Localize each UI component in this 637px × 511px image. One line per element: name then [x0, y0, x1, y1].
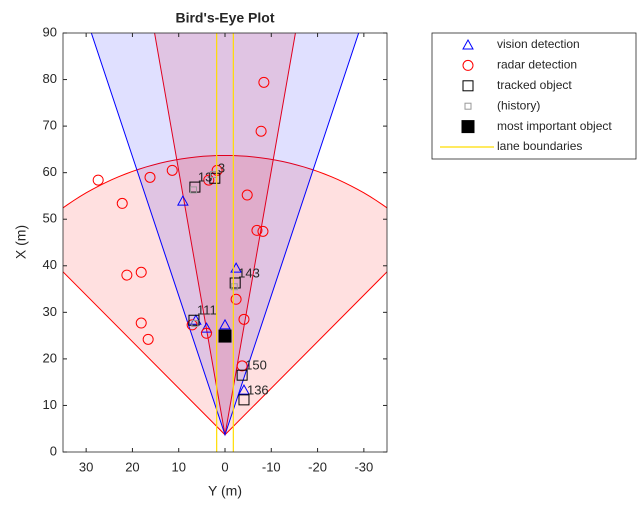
- legend-marker: [462, 80, 474, 92]
- y-tick-label: 70: [43, 118, 57, 133]
- track-marker: [236, 369, 248, 381]
- radar-marker: [200, 327, 212, 339]
- radar-marker: [203, 174, 215, 186]
- track-label: 150: [245, 358, 267, 373]
- radar-marker: [251, 224, 263, 236]
- vision-marker: [177, 195, 189, 206]
- x-axis-label: Y (m): [208, 483, 242, 499]
- track-label: 136: [247, 382, 269, 397]
- important-marker: [218, 329, 232, 343]
- x-tick-label: -20: [308, 459, 327, 474]
- x-tick-label: 20: [125, 459, 139, 474]
- legend-label: radar detection: [497, 58, 577, 72]
- plot-area: [63, 33, 387, 452]
- legend-label: lane boundaries: [497, 139, 582, 153]
- radar-marker: [116, 197, 128, 209]
- y-tick-label: 0: [50, 443, 57, 458]
- chart-title: Bird's-Eye Plot: [175, 10, 274, 26]
- history-marker: [190, 186, 198, 194]
- legend-label: tracked object: [497, 78, 572, 92]
- x-tick-label: 0: [221, 459, 228, 474]
- legend-label: vision detection: [497, 37, 580, 51]
- legend-label: most important object: [497, 119, 612, 133]
- track-marker: [188, 314, 200, 326]
- radar-marker: [257, 225, 269, 237]
- x-tick-label: 30: [79, 459, 93, 474]
- radar-marker: [142, 333, 154, 345]
- y-tick-label: 30: [43, 304, 57, 319]
- y-tick-label: 40: [43, 257, 57, 272]
- track-marker: [238, 394, 250, 406]
- radar-marker: [92, 174, 104, 186]
- coverage-area: [90, 33, 360, 437]
- vision-marker: [238, 384, 250, 395]
- y-tick-label: 80: [43, 71, 57, 86]
- radar-marker: [255, 125, 267, 137]
- track-marker: [189, 181, 201, 193]
- radar-marker: [135, 317, 147, 329]
- y-tick-label: 90: [43, 24, 57, 39]
- radar-marker: [236, 360, 248, 372]
- coverage-area: [154, 33, 296, 435]
- legend-marker: [464, 102, 472, 110]
- legend-marker: [462, 59, 474, 71]
- x-tick-label: -30: [354, 459, 373, 474]
- vision-marker: [200, 322, 213, 333]
- radar-marker: [230, 293, 242, 305]
- history-marker: [191, 320, 199, 328]
- y-tick-label: 10: [43, 397, 57, 412]
- legend-label: (history): [497, 98, 540, 112]
- radar-marker: [144, 171, 156, 183]
- legend-marker: [461, 120, 475, 134]
- track-label: 111: [197, 303, 217, 318]
- radar-marker: [238, 313, 250, 325]
- y-tick-label: 50: [43, 211, 57, 226]
- history-marker: [230, 283, 238, 291]
- legend-box: [431, 32, 637, 160]
- x-tick-label: 10: [171, 459, 185, 474]
- y-tick-label: 60: [43, 164, 57, 179]
- track-label: 3: [218, 161, 225, 176]
- radar-marker: [241, 189, 253, 201]
- coverage-area: [63, 154, 387, 436]
- track-marker: [209, 172, 221, 184]
- radar-marker: [166, 164, 178, 176]
- track-marker: [229, 277, 241, 289]
- radar-marker: [258, 76, 270, 88]
- track-label: 13: [198, 170, 212, 185]
- plot-layer: 13 3 143 111 150 136: [63, 33, 387, 452]
- radar-marker: [135, 266, 147, 278]
- y-tick-label: 20: [43, 350, 57, 365]
- y-axis-label: X (m): [13, 225, 29, 259]
- track-label: 143: [238, 265, 260, 280]
- lane-boundary: [216, 33, 234, 452]
- legend-marker: [462, 38, 474, 50]
- radar-marker: [121, 269, 133, 281]
- vision-marker: [219, 318, 231, 330]
- x-tick-label: -10: [262, 459, 281, 474]
